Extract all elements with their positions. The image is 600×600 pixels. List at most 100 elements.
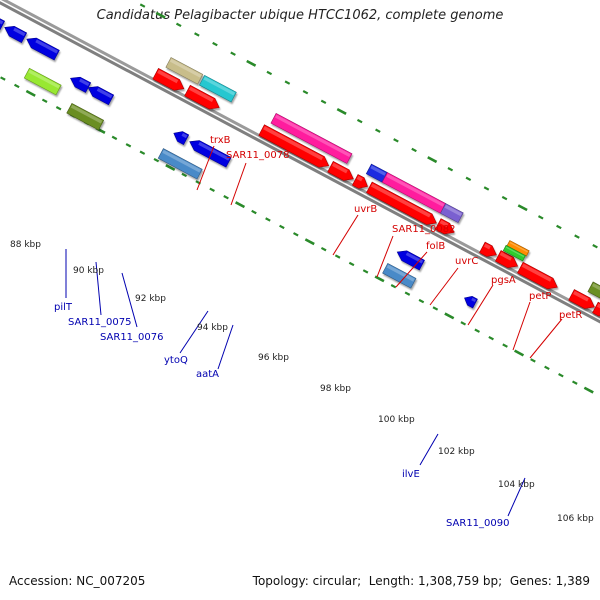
leader-line [507,477,526,517]
minor-tick [447,167,454,172]
minor-tick [55,106,62,111]
leader-line [429,267,459,306]
gene-ytoQ [173,131,190,146]
minor-tick [230,51,236,56]
gene-forward-unlabeled [494,250,519,269]
leader-line [217,324,234,370]
minor-tick [251,209,257,215]
minor-tick [574,234,580,239]
gene-labels: trxB SAR11_0078 uvrB SAR11_0082 folB uvrC pgsA… [54,135,582,529]
minor-tick [14,83,20,89]
leader-line [376,235,394,278]
minor-tick [266,70,273,76]
minor-tick [0,76,6,81]
minor-tick [544,365,550,371]
gene-trxB [165,57,204,85]
gene-label-petP: petP [529,291,551,302]
minor-tick [501,195,508,201]
gene-label-ytoQ: ytoQ [164,355,188,366]
major-tick [444,312,455,320]
gene-label-trxB: trxB [210,135,231,146]
minor-tick [139,3,146,8]
gene-label-uvrC: uvrC [455,256,478,267]
minor-tick [194,32,200,37]
minor-tick [139,150,146,155]
kbp-label: 106 kbp [557,514,594,524]
leader-line [512,301,531,351]
major-tick [517,204,528,212]
leader-line [179,310,209,354]
minor-tick [362,269,369,274]
minor-tick [209,187,215,192]
minor-tick [279,224,285,230]
accession-label: Accession: [9,574,73,588]
inner-tick-ring [0,76,600,398]
minor-tick [556,224,562,230]
leader-line [467,284,494,326]
leader-line [332,214,359,256]
minor-tick [356,118,363,124]
gene-label-ilvE: ilvE [402,469,420,480]
leader-line [121,272,138,328]
genome-stats: Topology: circular; Length: 1,308,759 bp… [252,574,590,588]
gene-pilT [23,67,62,96]
minor-tick [502,343,508,348]
minor-tick [537,215,544,220]
minor-tick [404,291,411,296]
genes-value: 1,389 [555,574,590,588]
leader-line [419,433,439,466]
leader-line [196,145,215,191]
major-tick [155,11,166,19]
kbp-label: 90 kbp [73,266,104,276]
gene-reverse-unlabeled [70,76,92,93]
gene-label-SAR11_0075: SAR11_0075 [68,317,132,328]
minor-tick [411,147,417,153]
kbp-label: 104 kbp [498,480,535,490]
gene-label-SAR11_0090: SAR11_0090 [446,518,510,529]
gene-SAR11_0075 [87,86,115,106]
major-tick [374,275,385,283]
minor-tick [390,284,397,289]
minor-tick [348,261,355,267]
major-tick [583,386,594,394]
minor-tick [572,380,578,385]
major-tick [304,238,315,246]
minor-tick [320,246,327,252]
gene-aatA [157,148,203,180]
minor-tick [175,22,182,28]
minor-tick [111,135,118,141]
gene-label-pgsA: pgsA [491,275,516,286]
minor-tick [488,335,494,341]
gene-ilvE [382,262,417,289]
minor-tick [418,298,425,304]
gene-reverse-unlabeled [189,140,232,168]
gene-reverse-unlabeled [26,37,60,61]
gene-forward-unlabeled [351,174,368,189]
minor-tick [302,90,309,95]
gene-SAR11_0090 [464,296,478,309]
gene-forward-unlabeled [258,124,330,168]
gene-forward-unlabeled [184,84,220,110]
minor-tick [212,41,218,47]
leader-line [95,261,102,316]
kbp-label: 88 kbp [10,240,41,250]
gene-forward-unlabeled [152,67,185,91]
gene-forward-unlabeled [327,160,354,181]
major-tick [234,201,246,209]
major-tick [165,164,176,172]
kbp-label: 100 kbp [378,415,415,425]
leader-line [529,318,563,359]
minor-tick [474,328,480,333]
minor-tick [181,172,188,178]
minor-tick [432,306,439,311]
kbp-label: 98 kbp [320,384,351,394]
minor-tick [558,373,564,378]
minor-tick [41,98,48,103]
backbone-line [0,1,600,324]
leader-line [230,162,247,206]
minor-tick [530,358,536,363]
gene-label-uvrB: uvrB [354,204,377,215]
gene-reverse-unlabeled [0,18,6,31]
gene-forward-unlabeled [568,289,595,309]
